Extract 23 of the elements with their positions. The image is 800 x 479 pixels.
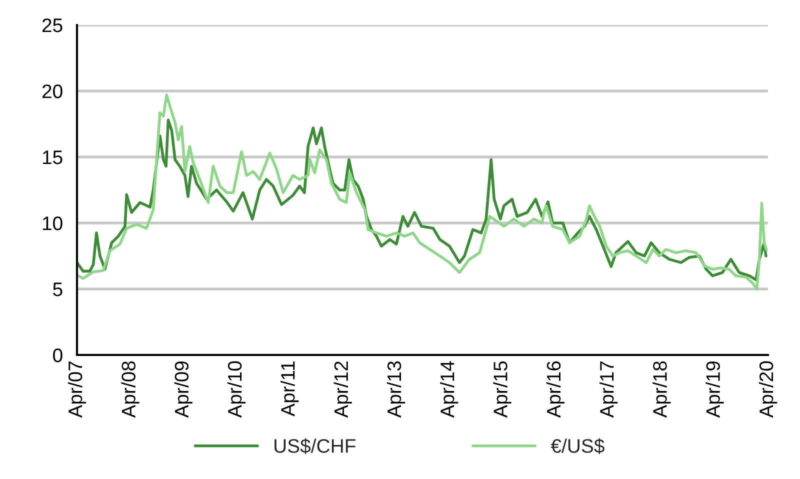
x-tick-label: Apr/18 [652, 361, 671, 418]
line-series [77, 94, 768, 290]
legend-label: €/US$ [550, 438, 604, 454]
legend-label: US$/CHF [274, 438, 356, 454]
y-tick-label: 10 [42, 216, 62, 230]
y-tick-label: 0 [53, 348, 62, 362]
y-tick-label: 25 [42, 18, 62, 32]
x-tick-label: Apr/08 [121, 361, 140, 418]
x-tick-label: Apr/15 [493, 361, 512, 418]
x-tick-label: Apr/13 [386, 361, 406, 418]
x-tick-label: Apr/20 [758, 361, 778, 418]
x-tick-label: Apr/12 [334, 362, 352, 418]
x-tick-label: Apr/16 [546, 361, 564, 418]
x-tick-label: Apr/17 [599, 362, 618, 418]
y-tick-label: 5 [53, 282, 62, 296]
x-tick-label: Apr/14 [440, 361, 458, 418]
y-tick-label: 15 [42, 150, 62, 164]
x-tick-label: Apr/19 [706, 361, 724, 418]
x-tick-label: Apr/11 [280, 362, 299, 416]
x-tick-label: Apr/09 [174, 361, 192, 418]
y-tick-label: 20 [42, 84, 62, 98]
x-tick-label: Apr/10 [227, 361, 246, 418]
x-tick-label: Apr/07 [68, 362, 86, 418]
